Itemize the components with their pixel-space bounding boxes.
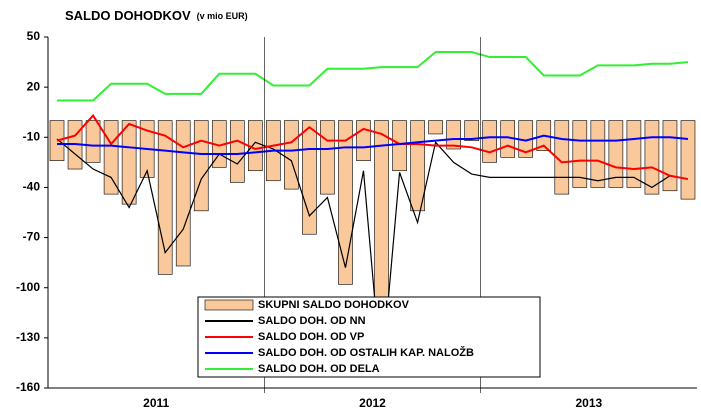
y-tick-label: 20 [27, 79, 41, 93]
y-tick-label: -100 [16, 280, 40, 294]
bar [284, 120, 299, 190]
bar [193, 120, 209, 212]
line [56, 138, 689, 377]
legend-label: SKUPNI SALDO DOHODKOV [258, 299, 410, 311]
x-group-label: 2013 [575, 396, 602, 410]
bar [320, 120, 335, 195]
y-tick-label: -40 [23, 180, 41, 194]
bar [356, 120, 371, 161]
bar [572, 120, 588, 188]
bar [392, 120, 407, 172]
x-group-label: 2012 [359, 396, 386, 410]
bar [175, 120, 191, 267]
x-group-label: 2011 [143, 396, 169, 410]
bar [662, 120, 678, 192]
legend: SKUPNI SALDO DOHODKOV SALDO DOH. OD NN SAL… [197, 296, 541, 378]
bar [103, 120, 119, 195]
legend-label: SALDO DOH. OD OSTALIH KAP. NALOŽB [258, 346, 474, 359]
y-tick-label: -70 [23, 230, 41, 244]
subtitle: (v mio EUR) [197, 11, 248, 21]
legend-swatch [204, 299, 254, 311]
bar [608, 120, 624, 188]
bar [302, 120, 317, 235]
line [56, 113, 689, 181]
legend-label: SALDO DOH. OD DELA [258, 363, 380, 375]
y-tick-label: 50 [27, 29, 41, 43]
bar [482, 120, 497, 163]
bar [590, 120, 606, 188]
legend-label: SALDO DOH. OD NN [258, 315, 366, 327]
bar [446, 120, 461, 150]
bar [121, 120, 137, 205]
bar [626, 120, 642, 188]
chart-title: SALDO DOHODKOV (v mio EUR) [65, 8, 248, 23]
y-tick-label: -130 [16, 330, 40, 344]
bar [49, 120, 65, 161]
y-tick-label: -10 [23, 129, 41, 143]
title: SALDO DOHODKOV [65, 8, 191, 23]
bar [464, 120, 479, 141]
bar [680, 120, 696, 200]
bar [229, 120, 245, 183]
line [57, 51, 689, 102]
legend-box [197, 296, 541, 378]
line [57, 134, 689, 155]
bar [85, 120, 101, 163]
bar [644, 120, 660, 195]
bar [410, 120, 425, 212]
bar [428, 120, 443, 135]
bar [338, 120, 353, 285]
y-tick-label: -160 [16, 380, 40, 394]
legend-label: SALDO DOH. OD VP [258, 331, 364, 343]
